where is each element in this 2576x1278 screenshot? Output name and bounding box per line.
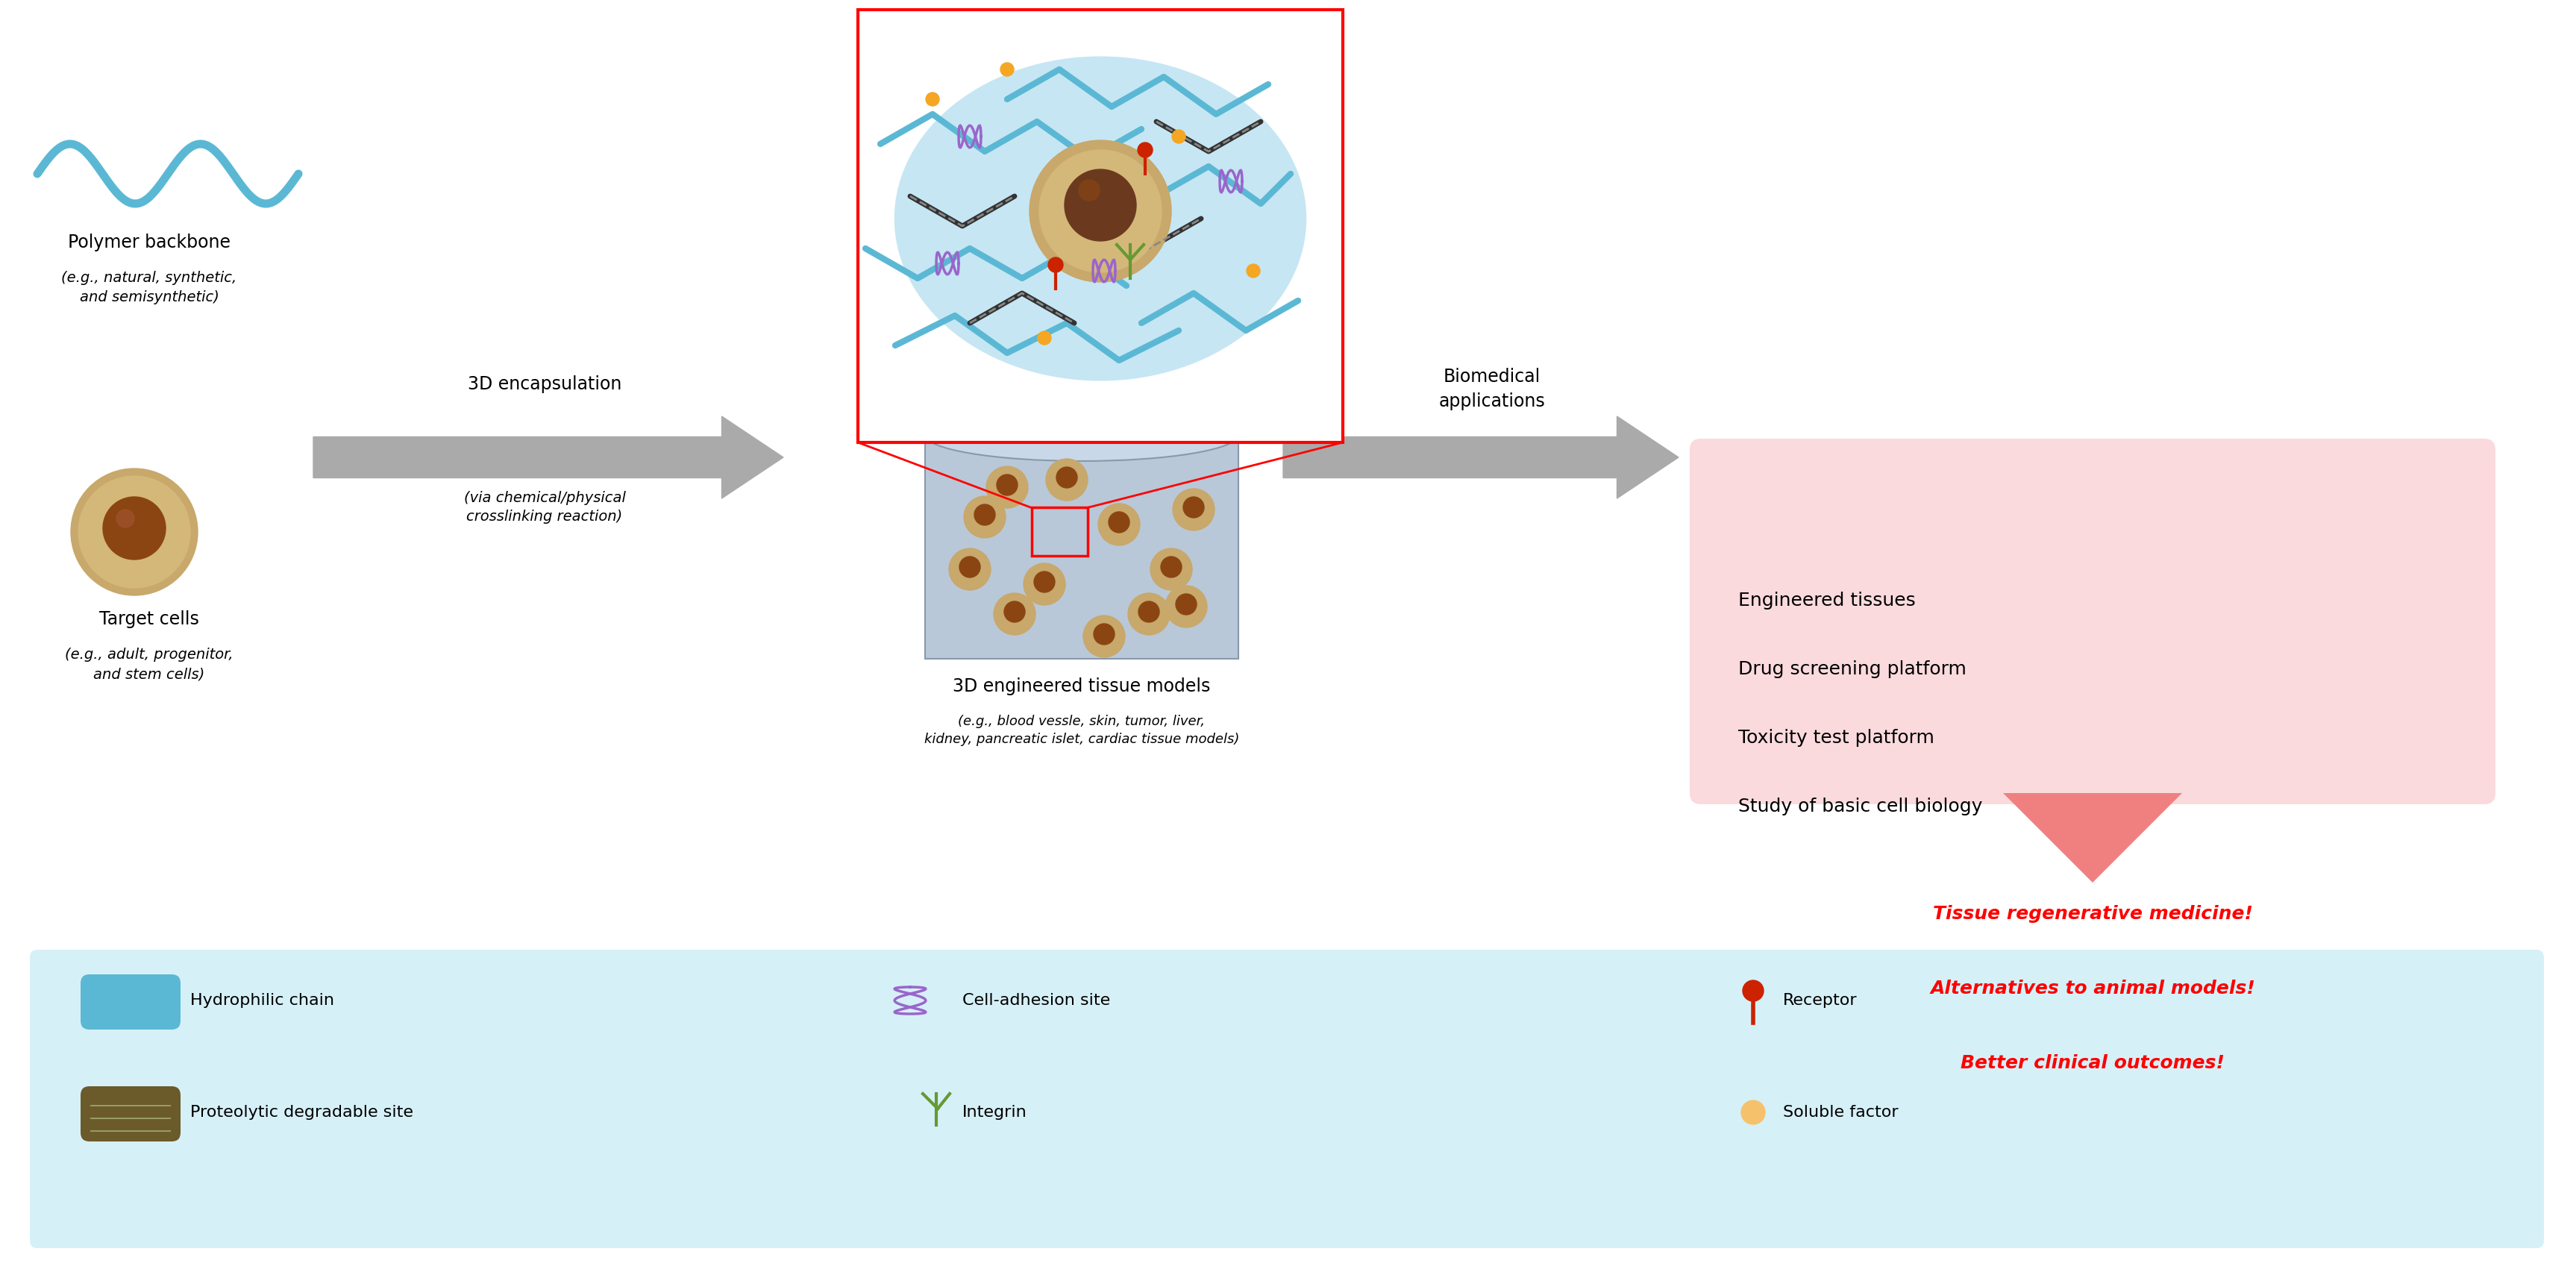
Text: (e.g., adult, progenitor,
and stem cells): (e.g., adult, progenitor, and stem cells… <box>64 648 234 681</box>
Text: Study of basic cell biology: Study of basic cell biology <box>1739 797 1984 815</box>
Text: Integrin: Integrin <box>963 1105 1028 1120</box>
Text: Tissue regenerative medicine!: Tissue regenerative medicine! <box>1932 905 2251 923</box>
Circle shape <box>1172 488 1213 530</box>
Text: Better clinical outcomes!: Better clinical outcomes! <box>1960 1054 2226 1072</box>
Circle shape <box>1064 170 1136 242</box>
Circle shape <box>116 510 134 528</box>
Circle shape <box>1033 571 1054 593</box>
Circle shape <box>999 63 1015 77</box>
Circle shape <box>974 505 994 525</box>
Text: (e.g., blood vessle, skin, tumor, liver,
kidney, pancreatic islet, cardiac tissu: (e.g., blood vessle, skin, tumor, liver,… <box>925 714 1239 746</box>
FancyBboxPatch shape <box>80 1086 180 1141</box>
Circle shape <box>1175 594 1198 615</box>
Ellipse shape <box>925 409 1239 461</box>
Text: Polymer backbone: Polymer backbone <box>67 234 229 252</box>
Circle shape <box>1744 980 1765 1001</box>
Circle shape <box>1038 331 1051 345</box>
Text: Alternatives to animal models!: Alternatives to animal models! <box>1929 979 2254 998</box>
Circle shape <box>1164 585 1208 627</box>
Circle shape <box>1079 180 1100 201</box>
Ellipse shape <box>894 56 1306 381</box>
Circle shape <box>1038 150 1162 272</box>
Circle shape <box>948 548 992 590</box>
Text: 3D engineered tissue models: 3D engineered tissue models <box>953 677 1211 695</box>
Text: Target cells: Target cells <box>100 611 198 629</box>
Circle shape <box>1108 511 1128 533</box>
FancyBboxPatch shape <box>1690 438 2496 804</box>
Circle shape <box>1172 130 1185 143</box>
Circle shape <box>1030 141 1172 282</box>
Text: 3D encapsulation: 3D encapsulation <box>469 376 621 394</box>
Circle shape <box>925 92 940 106</box>
Circle shape <box>1247 265 1260 277</box>
Circle shape <box>1741 1100 1765 1125</box>
Circle shape <box>1139 143 1151 157</box>
Text: Soluble factor: Soluble factor <box>1783 1105 1899 1120</box>
Circle shape <box>1048 257 1064 272</box>
Text: Toxicity test platform: Toxicity test platform <box>1739 728 1935 746</box>
Circle shape <box>1097 504 1141 546</box>
Circle shape <box>1128 593 1170 635</box>
Bar <box>858 10 1342 442</box>
FancyBboxPatch shape <box>31 950 2545 1249</box>
Polygon shape <box>1283 417 1680 498</box>
Text: Hydrophilic chain: Hydrophilic chain <box>191 993 335 1008</box>
Circle shape <box>77 475 191 588</box>
Circle shape <box>963 496 1005 538</box>
Circle shape <box>1162 556 1182 578</box>
Circle shape <box>1182 497 1203 518</box>
Text: Drug screening platform: Drug screening platform <box>1739 661 1965 679</box>
Polygon shape <box>314 417 783 498</box>
Circle shape <box>1056 466 1077 488</box>
Bar <box>1030 507 1087 556</box>
Circle shape <box>997 474 1018 496</box>
Circle shape <box>72 469 198 596</box>
Text: Engineered tissues: Engineered tissues <box>1739 592 1917 610</box>
Text: (e.g., natural, synthetic,
and semisynthetic): (e.g., natural, synthetic, and semisynth… <box>62 271 237 304</box>
Circle shape <box>958 556 981 578</box>
Circle shape <box>1139 602 1159 622</box>
Circle shape <box>1095 624 1115 644</box>
Text: Cell-adhesion site: Cell-adhesion site <box>963 993 1110 1008</box>
Text: Biomedical
applications: Biomedical applications <box>1440 368 1546 410</box>
FancyBboxPatch shape <box>925 435 1239 658</box>
Circle shape <box>987 466 1028 509</box>
Circle shape <box>1151 548 1193 590</box>
Circle shape <box>1046 459 1087 501</box>
Circle shape <box>1023 564 1066 604</box>
Polygon shape <box>2004 794 2182 883</box>
Circle shape <box>103 497 165 560</box>
Circle shape <box>994 593 1036 635</box>
Circle shape <box>1084 616 1126 657</box>
Text: (via chemical/physical
crosslinking reaction): (via chemical/physical crosslinking reac… <box>464 491 626 524</box>
Text: Proteolytic degradable site: Proteolytic degradable site <box>191 1105 412 1120</box>
FancyBboxPatch shape <box>80 974 180 1030</box>
Circle shape <box>1005 602 1025 622</box>
Text: Receptor: Receptor <box>1783 993 1857 1008</box>
